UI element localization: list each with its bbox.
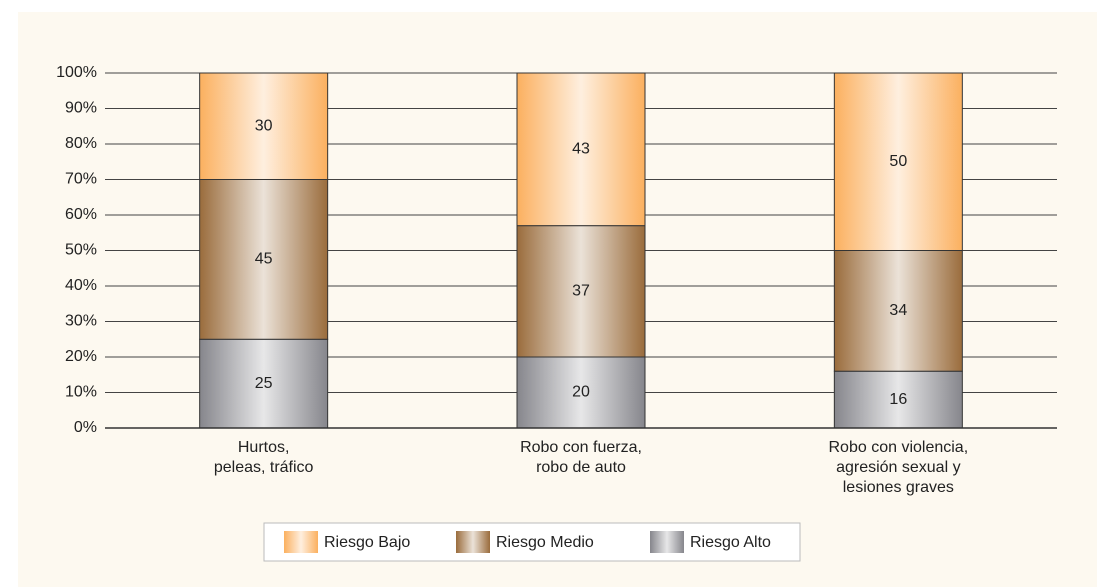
bar-segment (516, 356, 646, 429)
y-tick-label: 40% (65, 277, 97, 294)
data-label: 20 (572, 384, 590, 401)
data-label: 37 (572, 283, 590, 300)
data-label: 25 (255, 375, 273, 392)
legend-swatch (650, 531, 684, 553)
y-tick-label: 90% (65, 100, 97, 117)
legend-swatch (284, 531, 318, 553)
data-label: 16 (889, 391, 907, 408)
data-label: 30 (255, 117, 273, 134)
y-tick-label: 30% (65, 313, 97, 330)
y-tick-label: 80% (65, 135, 97, 152)
bar-segment (516, 72, 646, 227)
y-tick-label: 0% (74, 419, 97, 436)
data-label: 50 (889, 153, 907, 170)
data-label: 43 (572, 141, 590, 158)
data-label: 45 (255, 251, 273, 268)
legend-label: Riesgo Medio (496, 534, 594, 551)
y-tick-label: 70% (65, 171, 97, 188)
x-tick-label: Robo con violencia, agresión sexual y le… (828, 439, 969, 496)
legend-label: Riesgo Alto (690, 534, 771, 551)
bar-segment (833, 250, 963, 372)
legend-label: Riesgo Bajo (324, 534, 410, 551)
bar-segment (516, 225, 646, 358)
y-tick-label: 100% (56, 64, 97, 81)
bar-segment (199, 72, 329, 180)
legend-box (263, 522, 801, 562)
x-tick-label: Robo con fuerza, robo de auto (520, 439, 642, 476)
bar-segment (199, 338, 329, 429)
y-tick-label: 60% (65, 206, 97, 223)
data-label: 34 (889, 302, 907, 319)
legend-swatch (456, 531, 490, 553)
x-tick-label: Hurtos, peleas, tráfico (213, 439, 314, 476)
bar-segment (833, 370, 963, 429)
y-tick-label: 50% (65, 242, 97, 259)
y-tick-label: 10% (65, 384, 97, 401)
y-tick-label: 20% (65, 348, 97, 365)
bar-segment (833, 72, 963, 251)
bar-segment (199, 179, 329, 340)
